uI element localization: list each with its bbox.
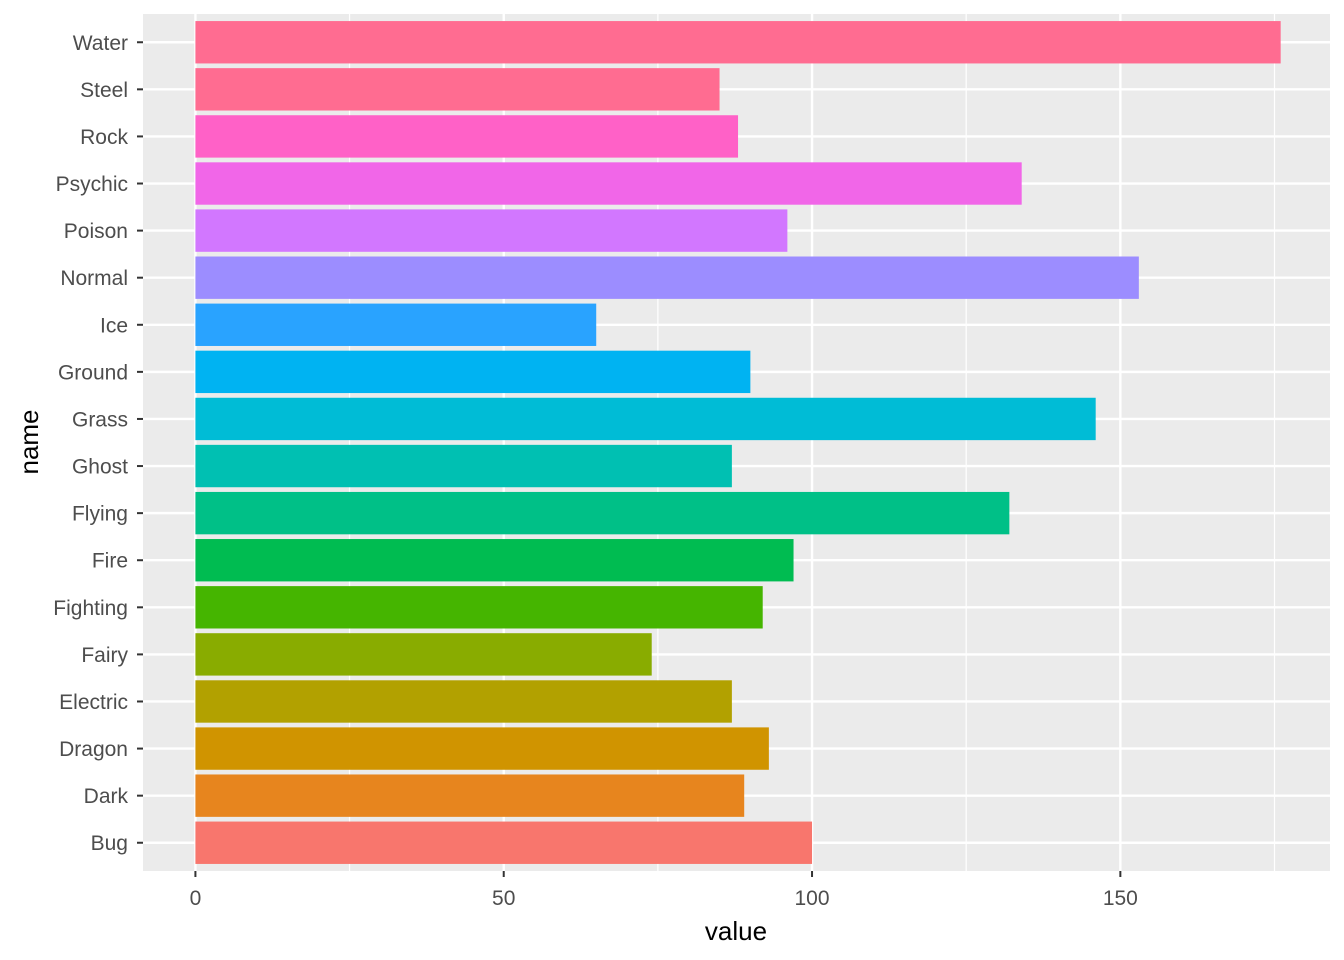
- bar-dark: [195, 774, 745, 817]
- y-tick-label: Steel: [80, 79, 128, 102]
- y-tick-label: Poison: [64, 220, 128, 243]
- x-axis: 0 50 100 150: [190, 871, 1138, 910]
- x-tick-label: 150: [1103, 887, 1138, 910]
- x-tick-label: 0: [190, 887, 202, 910]
- x-axis-title: value: [705, 916, 767, 946]
- y-axis-title: name: [14, 409, 44, 474]
- bar-ice: [195, 303, 597, 346]
- y-axis: Bug Dark Dragon Electric Fairy Fighting Fire Fl…: [53, 32, 143, 855]
- y-tick-label: Ghost: [72, 456, 128, 479]
- y-tick-label: Grass: [72, 408, 128, 431]
- bar-fighting: [195, 586, 763, 629]
- y-tick-label: Flying: [72, 503, 128, 526]
- bar-steel: [195, 68, 720, 111]
- bar-rock: [195, 115, 739, 158]
- y-tick-label: Electric: [59, 691, 128, 714]
- y-tick-label: Water: [73, 32, 128, 55]
- bar-flying: [195, 491, 1010, 535]
- y-tick-label: Dark: [84, 785, 129, 808]
- bar-fairy: [195, 633, 652, 676]
- bar-dragon: [195, 727, 769, 770]
- y-tick-label: Ground: [58, 361, 128, 384]
- y-tick-label: Psychic: [56, 173, 128, 196]
- y-tick-label: Ice: [100, 314, 128, 337]
- y-tick-label: Fire: [92, 550, 128, 573]
- x-tick-label: 50: [492, 887, 515, 910]
- bar-normal: [195, 256, 1139, 299]
- x-tick-label: 100: [795, 887, 830, 910]
- y-tick-label: Fighting: [53, 597, 128, 620]
- bar-electric: [195, 680, 732, 723]
- y-tick-label: Bug: [91, 832, 128, 855]
- bar-grass: [195, 397, 1096, 441]
- bar-psychic: [195, 162, 1022, 205]
- bars: [195, 21, 1281, 864]
- y-tick-label: Rock: [80, 126, 128, 149]
- bar-fire: [195, 539, 794, 582]
- y-tick-label: Normal: [60, 267, 128, 290]
- bar-water: [195, 21, 1281, 64]
- bar-ghost: [195, 444, 732, 488]
- y-tick-label: Fairy: [81, 644, 128, 667]
- bar-bug: [195, 821, 813, 864]
- bar-ground: [195, 350, 751, 394]
- bar-poison: [195, 209, 788, 252]
- y-tick-label: Dragon: [59, 738, 128, 761]
